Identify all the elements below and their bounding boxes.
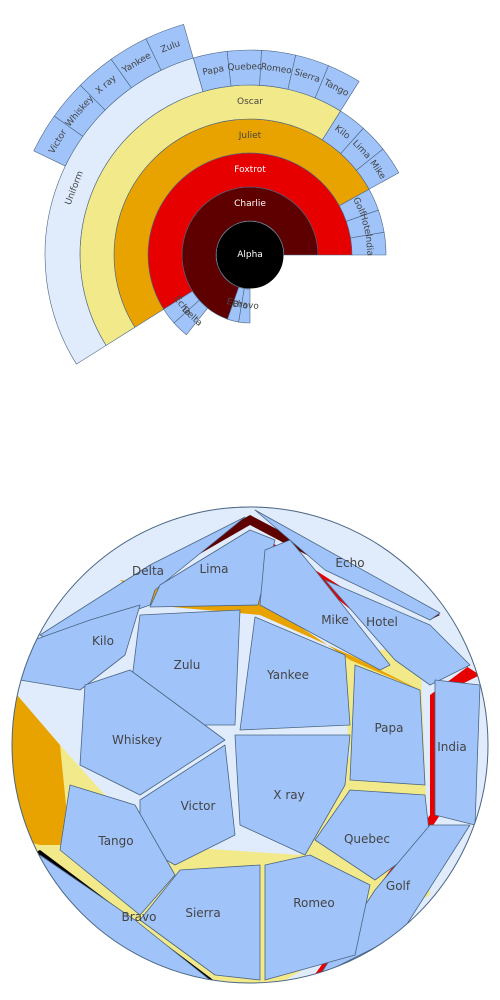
sunburst-label-quebec: Quebec xyxy=(227,62,262,73)
voronoi-cell-quebec[interactable] xyxy=(314,789,431,881)
voronoi-cells xyxy=(12,507,488,983)
voronoi-label-delta: Delta xyxy=(132,564,164,578)
voronoi-label-golf: Golf xyxy=(386,879,411,893)
sunburst-label-oscar: Oscar xyxy=(237,97,263,107)
voronoi-label-sierra: Sierra xyxy=(185,906,220,920)
voronoi-region-juliet-2 xyxy=(120,580,420,690)
sunburst-label-alpha: Alpha xyxy=(237,250,263,260)
voronoi-cell-papa[interactable] xyxy=(349,664,426,786)
voronoi-label-romeo: Romeo xyxy=(293,896,335,910)
voronoi-label-echo: Echo xyxy=(335,556,364,570)
sunburst-segments xyxy=(33,24,400,365)
sunburst-label-bravo: Bravo xyxy=(232,300,259,312)
voronoi-treemap-chart: Delta Echo Lima Mike Hotel Kilo Zulu Yankee Papa… xyxy=(11,506,489,984)
sunburst-segment-bravo[interactable] xyxy=(238,288,251,324)
voronoi-label-papa: Papa xyxy=(374,721,403,735)
voronoi-label-whiskey: Whiskey xyxy=(112,733,162,747)
voronoi-label-quebec: Quebec xyxy=(344,832,390,846)
voronoi-label-tango: Tango xyxy=(97,834,133,848)
voronoi-cell-whiskey[interactable] xyxy=(79,669,226,796)
voronoi-label-yankee: Yankee xyxy=(266,668,309,682)
sunburst-label-india: India xyxy=(363,234,375,257)
voronoi-cell-hotel[interactable] xyxy=(324,579,471,686)
voronoi-label-hotel: Hotel xyxy=(366,615,398,629)
voronoi-label-bravo: Bravo xyxy=(122,910,157,924)
sunburst-label-romeo: Romeo xyxy=(260,62,293,76)
voronoi-label-kilo: Kilo xyxy=(92,634,114,648)
voronoi-label-india: India xyxy=(437,740,466,754)
sunburst-chart: AlphaCharlieFoxtrotIndiaHotelGolfJulietM… xyxy=(33,24,400,365)
voronoi-cell-yankee[interactable] xyxy=(239,616,351,731)
sunburst-segment-delta[interactable] xyxy=(173,299,209,336)
sunburst-label-charlie: Charlie xyxy=(234,199,266,209)
voronoi-cell-x-ray[interactable] xyxy=(234,734,351,856)
voronoi-label-lima: Lima xyxy=(199,562,228,576)
sunburst-label-papa: Papa xyxy=(202,64,225,78)
voronoi-cell-sierra[interactable] xyxy=(139,864,261,981)
voronoi-label-zulu: Zulu xyxy=(174,658,201,672)
voronoi-cell-romeo[interactable] xyxy=(264,854,371,981)
sunburst-label-juliet: Juliet xyxy=(238,131,262,141)
voronoi-cell-mike[interactable] xyxy=(259,539,391,671)
voronoi-outline xyxy=(11,506,489,984)
sunburst-segment-victor[interactable] xyxy=(33,115,84,167)
sunburst-label-foxtrot: Foxtrot xyxy=(234,165,266,175)
voronoi-label-x-ray: X ray xyxy=(273,788,304,802)
voronoi-label-mike: Mike xyxy=(321,613,349,627)
voronoi-cell-echo[interactable] xyxy=(254,509,441,621)
voronoi-labels: Delta Echo Lima Mike Hotel Kilo Zulu Yankee Papa… xyxy=(92,556,467,924)
voronoi-label-victor: Victor xyxy=(181,799,216,813)
voronoi-cell-tango[interactable] xyxy=(59,784,176,916)
